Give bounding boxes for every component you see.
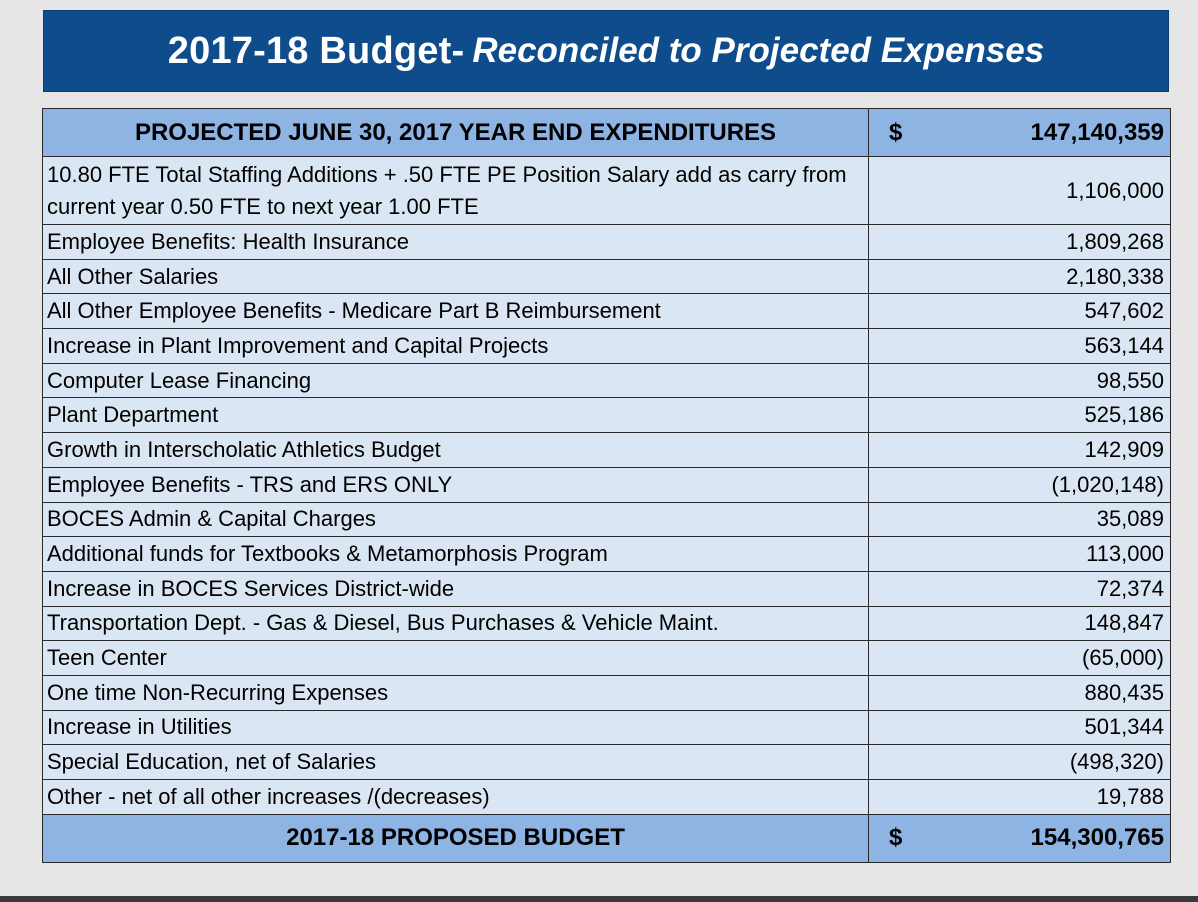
table-row: Special Education, net of Salaries (498,3…	[42, 744, 1171, 780]
table-row: Employee Benefits: Health Insurance 1,809…	[42, 224, 1171, 260]
row-amount: 563,144	[868, 328, 1171, 364]
row-amount: 547,602	[868, 293, 1171, 330]
bottom-border	[0, 896, 1198, 902]
row-label: Increase in Utilities	[42, 709, 869, 746]
table-row: Computer Lease Financing 98,550	[42, 362, 1171, 399]
row-amount: (65,000)	[868, 640, 1171, 676]
row-label: Increase in BOCES Services District-wide	[42, 570, 869, 607]
row-amount: 98,550	[868, 362, 1171, 399]
row-amount: 501,344	[868, 709, 1171, 746]
row-label: Plant Department	[42, 397, 869, 434]
table-row: Increase in BOCES Services District-wide…	[42, 570, 1171, 607]
total-amount-cell: $ 154,300,765	[868, 813, 1171, 863]
row-label: Growth in Interscholatic Athletics Budge…	[42, 432, 869, 468]
table-row: Employee Benefits - TRS and ERS ONLY (1,0…	[42, 466, 1171, 503]
row-label: BOCES Admin & Capital Charges	[42, 501, 869, 538]
table-row: Transportation Dept. - Gas & Diesel, Bus…	[42, 605, 1171, 642]
row-amount: 72,374	[868, 570, 1171, 607]
row-label: Employee Benefits - TRS and ERS ONLY	[42, 466, 869, 503]
total-row: 2017-18 PROPOSED BUDGET $ 154,300,765	[42, 813, 1171, 863]
row-amount: 1,106,000	[868, 156, 1171, 225]
row-label: Special Education, net of Salaries	[42, 744, 869, 780]
header-currency: $	[889, 118, 903, 146]
row-amount: 2,180,338	[868, 258, 1171, 295]
table-row: One time Non-Recurring Expenses 880,435	[42, 674, 1171, 711]
row-amount: 148,847	[868, 605, 1171, 642]
header-amount-cell: $ 147,140,359	[868, 108, 1171, 157]
row-label: One time Non-Recurring Expenses	[42, 674, 869, 711]
total-amount: 154,300,765	[1030, 824, 1164, 852]
row-amount: 142,909	[868, 432, 1171, 468]
row-amount: 113,000	[868, 536, 1171, 572]
row-label: Employee Benefits: Health Insurance	[42, 224, 869, 260]
table-row: All Other Salaries 2,180,338	[42, 258, 1171, 295]
row-amount: 19,788	[868, 779, 1171, 815]
row-label: All Other Salaries	[42, 258, 869, 295]
total-label: 2017-18 PROPOSED BUDGET	[42, 813, 869, 863]
row-label: 10.80 FTE Total Staffing Additions + .50…	[42, 156, 869, 225]
row-amount: 525,186	[868, 397, 1171, 434]
row-label: All Other Employee Benefits - Medicare P…	[42, 293, 869, 330]
title-main: 2017-18 Budget-	[167, 29, 465, 72]
table-row: Growth in Interscholatic Athletics Budge…	[42, 432, 1171, 468]
header-amount: 147,140,359	[1030, 118, 1164, 146]
title-sub: Reconciled to Projected Expenses	[472, 31, 1045, 70]
header-label: PROJECTED JUNE 30, 2017 YEAR END EXPENDI…	[42, 108, 869, 157]
table-row: BOCES Admin & Capital Charges 35,089	[42, 501, 1171, 538]
row-label: Teen Center	[42, 640, 869, 676]
row-amount: 35,089	[868, 501, 1171, 538]
budget-table: PROJECTED JUNE 30, 2017 YEAR END EXPENDI…	[42, 108, 1171, 863]
title-banner: 2017-18 Budget- Reconciled to Projected …	[43, 10, 1169, 92]
row-label: Transportation Dept. - Gas & Diesel, Bus…	[42, 605, 869, 642]
table-row: Increase in Utilities 501,344	[42, 709, 1171, 746]
table-row: All Other Employee Benefits - Medicare P…	[42, 293, 1171, 330]
table-row: Teen Center (65,000)	[42, 640, 1171, 676]
row-amount: (1,020,148)	[868, 466, 1171, 503]
table-row: Additional funds for Textbooks & Metamor…	[42, 536, 1171, 572]
header-row: PROJECTED JUNE 30, 2017 YEAR END EXPENDI…	[42, 108, 1171, 157]
total-currency: $	[889, 824, 903, 852]
row-amount: 880,435	[868, 674, 1171, 711]
row-amount: 1,809,268	[868, 224, 1171, 260]
table-row: Plant Department 525,186	[42, 397, 1171, 434]
table-row: 10.80 FTE Total Staffing Additions + .50…	[42, 156, 1171, 225]
table-row: Increase in Plant Improvement and Capita…	[42, 328, 1171, 364]
row-label: Other - net of all other increases /(dec…	[42, 779, 869, 815]
row-label: Computer Lease Financing	[42, 362, 869, 399]
table-row: Other - net of all other increases /(dec…	[42, 779, 1171, 815]
row-label: Additional funds for Textbooks & Metamor…	[42, 536, 869, 572]
row-amount: (498,320)	[868, 744, 1171, 780]
row-label: Increase in Plant Improvement and Capita…	[42, 328, 869, 364]
